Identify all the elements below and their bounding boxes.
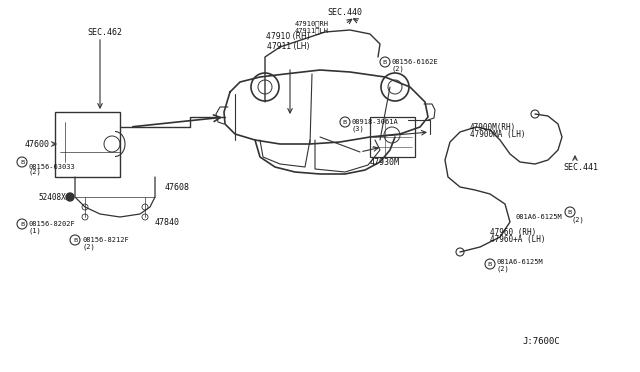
Text: 47930M: 47930M: [370, 157, 400, 167]
Text: SEC.440: SEC.440: [328, 7, 362, 16]
Circle shape: [66, 193, 74, 201]
Text: J:7600C: J:7600C: [522, 337, 560, 346]
Text: 47960 (RH): 47960 (RH): [490, 228, 536, 237]
Text: SEC.462: SEC.462: [88, 28, 122, 36]
Text: (3): (3): [352, 126, 365, 132]
Text: B: B: [343, 119, 347, 125]
Text: B: B: [20, 221, 24, 227]
Text: 47600: 47600: [25, 140, 50, 148]
Text: B: B: [73, 237, 77, 243]
Text: 081A6-6125M: 081A6-6125M: [515, 214, 562, 220]
Text: B: B: [568, 209, 572, 215]
Text: 08156-8212F: 08156-8212F: [82, 237, 129, 243]
Bar: [55, 112, 120, 177]
Text: B: B: [20, 160, 24, 164]
Text: 081A6-6125M: 081A6-6125M: [497, 259, 544, 265]
Text: B: B: [383, 60, 387, 64]
Text: (2): (2): [82, 244, 95, 250]
Text: 47900M(RH): 47900M(RH): [470, 122, 516, 131]
Text: 08156-63033: 08156-63033: [28, 164, 75, 170]
Bar: [370, 117, 415, 157]
Text: 47960+A (LH): 47960+A (LH): [490, 234, 545, 244]
Text: SEC.441: SEC.441: [563, 163, 598, 171]
Text: 08156-8202F: 08156-8202F: [28, 221, 75, 227]
Text: (1): (1): [28, 228, 41, 234]
Text: 47608: 47608: [165, 183, 190, 192]
Text: 52408X: 52408X: [38, 192, 66, 202]
Text: (2): (2): [28, 169, 41, 175]
Text: B: B: [488, 262, 492, 266]
Text: 47910・RH
47911・LH: 47910・RH 47911・LH: [295, 20, 329, 34]
Text: (2): (2): [572, 217, 585, 223]
Text: 08918-3061A: 08918-3061A: [352, 119, 399, 125]
Text: 47840: 47840: [155, 218, 180, 227]
Text: (2): (2): [392, 66, 404, 72]
Text: (2): (2): [497, 266, 509, 272]
Text: 47900MA (LH): 47900MA (LH): [470, 129, 525, 138]
Text: 47910 (RH)
47911 (LH): 47910 (RH) 47911 (LH): [266, 32, 310, 51]
Text: 08156-6162E: 08156-6162E: [392, 59, 439, 65]
